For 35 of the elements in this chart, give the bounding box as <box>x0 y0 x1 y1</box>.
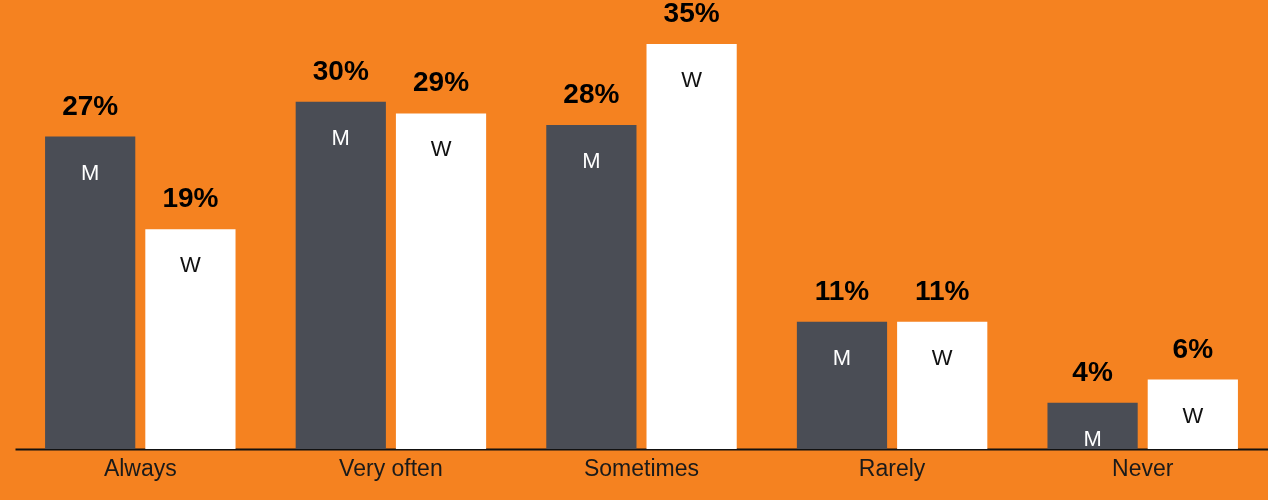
bar <box>897 321 988 449</box>
x-tick-label: Sometimes <box>583 454 700 481</box>
x-tick-label: Always <box>103 454 177 481</box>
series-label: W <box>1182 402 1204 428</box>
data-label: 11% <box>814 274 870 306</box>
data-label: 27% <box>62 89 119 121</box>
bar <box>1047 402 1138 449</box>
x-tick-label: Rarely <box>858 454 926 481</box>
series-label: M <box>1083 425 1102 451</box>
bar <box>45 136 136 449</box>
data-label: 35% <box>663 0 720 28</box>
text: M <box>832 344 852 370</box>
data-label: 30% <box>312 54 369 86</box>
text: W <box>180 252 201 278</box>
text: M <box>582 148 601 173</box>
bar <box>546 125 637 449</box>
data-label: 29% <box>413 66 470 98</box>
bar <box>295 101 386 449</box>
text: W <box>681 67 702 92</box>
data-label: 6% <box>1172 332 1214 364</box>
bar <box>395 113 487 449</box>
bar <box>145 229 236 449</box>
text: W <box>430 136 452 162</box>
bar <box>796 321 888 449</box>
x-tick-label: Never <box>1112 454 1174 481</box>
data-label: 4% <box>1072 355 1113 387</box>
text: M <box>81 159 100 185</box>
bar <box>646 44 737 449</box>
data-label: 11% <box>914 274 970 306</box>
text: M <box>331 124 350 150</box>
bar <box>1147 379 1238 449</box>
x-tick-label: Very often <box>339 454 443 481</box>
data-label: 19% <box>162 182 219 214</box>
data-label: 28% <box>563 78 620 109</box>
text: W <box>931 344 953 370</box>
